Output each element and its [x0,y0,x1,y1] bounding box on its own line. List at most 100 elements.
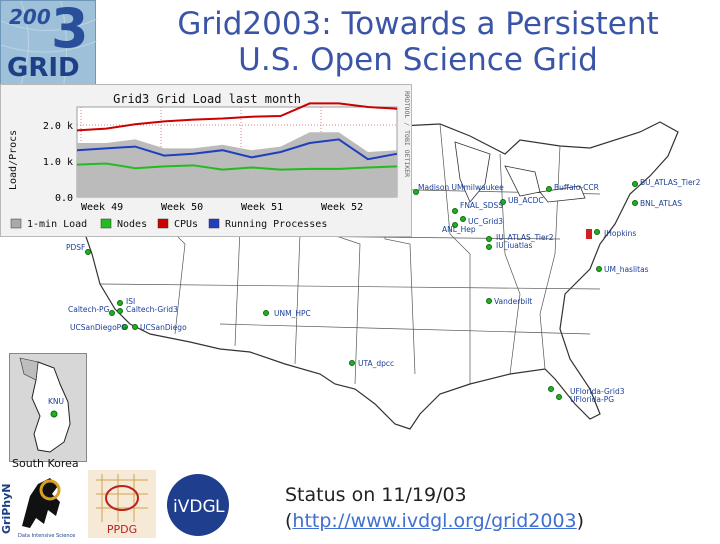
x-tick-labels: Week 49 Week 50 Week 51 Week 52 [81,202,363,213]
x-tick-label: Week 51 [241,202,283,213]
chart-ylabel: Load/Procs [8,130,19,190]
south-korea-caption: South Korea [12,457,79,470]
legend-label-nodes: Nodes [117,219,147,230]
site-dot[interactable] [132,324,138,330]
site-label: UCSanDiego [140,323,187,332]
griphyn-text: GriPhyN [0,484,13,535]
status-block: Status on 11/19/03 (http://www.ivdgl.org… [285,482,584,534]
paren-close: ) [576,510,585,532]
site-label: UTA_dpcc [358,359,395,368]
ivdgl-graphic: iVDG L [167,474,229,536]
site-label: UC_Grid3 [468,217,503,226]
site-dot[interactable] [486,236,492,242]
legend-swatch-nodes [100,218,112,229]
site-label: UFlorida-PG [570,395,615,404]
griphyn-logo: GriPhyN Data Intensive Science [0,466,78,540]
south-korea-inset: KNU [9,353,87,462]
site-label: UNM_HPC [274,309,311,318]
grid-load-chart: Grid3 Grid Load last month Load/Procs RR… [0,84,412,237]
site-dot[interactable] [85,249,91,255]
title-line-2: U.S. Open Science Grid [238,42,598,78]
y-tick-label: 2.0 k [43,121,73,132]
site-label-knu: KNU [48,397,65,406]
chart-title: Grid3 Grid Load last month [113,92,301,106]
legend-label-1min: 1-min Load [27,219,87,230]
title-line-1: Grid2003: Towards a Persistent [177,6,659,42]
site-dot[interactable] [632,200,638,206]
legend-label-cpus: CPUs [174,219,198,230]
site-dot[interactable] [632,181,638,187]
logo-3-text: 3 [51,0,89,60]
legend-swatch-cpus [157,218,169,229]
site-dot[interactable] [556,394,562,400]
site-label: ISI [126,297,136,306]
site-dot[interactable] [117,308,123,314]
site-dot[interactable] [548,386,554,392]
series-lines [76,102,398,197]
x-tick-label: Week 49 [81,202,123,213]
ppdg-text: PPDG [107,523,137,536]
ivdgl-logo: iVDG L [165,472,231,538]
legend-swatch-1min [10,218,22,229]
site-label: IU_iuatlas [496,241,533,250]
series-nodes [76,162,398,171]
site-label: Caltech-Grid3 [126,305,178,314]
site-dot[interactable] [263,310,269,316]
grid2003-logo: 200 3 GRID [0,0,97,89]
ppdg-graphic: PPDG [96,474,148,536]
site-dot[interactable] [460,216,466,222]
site-label: UB_ACDC [508,196,544,205]
site-label: BU_ATLAS_Tier2 [640,178,701,187]
chart-legend: 1-min Load Nodes CPUs Running Processes [10,218,327,230]
site-dot[interactable] [500,199,506,205]
series-running-processes [76,138,398,161]
korea-map [19,357,71,453]
site-dot[interactable] [117,300,123,306]
great-lakes [454,141,586,203]
jhopkins-marker [586,229,592,239]
site-dot[interactable] [452,208,458,214]
knu-site-dot [50,410,58,418]
site-label: PDSF [66,243,86,252]
legend-swatch-procs [208,218,220,229]
ivdgl-text-b: L [215,497,225,517]
site-label: FNAL_SDSS [460,201,504,210]
site-dot[interactable] [486,298,492,304]
site-label: UM_haslitas [604,265,649,274]
logo-200-text: 200 [9,5,51,29]
site-dot[interactable] [452,222,458,228]
grid2003-link[interactable]: http://www.ivdgl.org/grid2003 [292,510,577,532]
x-tick-label: Week 50 [161,202,203,213]
griphyn-graphic: GriPhyN Data Intensive Science [0,478,75,539]
site-dot[interactable] [122,324,128,330]
status-link-line: (http://www.ivdgl.org/grid2003) [285,508,584,534]
chart-svg: Grid3 Grid Load last month Load/Procs RR… [8,91,411,230]
series-cpus [76,102,398,132]
site-label: UFlorida-Grid3 [570,387,625,396]
site-dot[interactable] [594,229,600,235]
site-dot[interactable] [413,189,419,195]
site-dot[interactable] [546,186,552,192]
chart-side-text: RRDTOOL / TOBI OETIKER [403,91,411,177]
site-label: UCSanDiegoPG [70,323,127,332]
griphyn-sub-text: Data Intensive Science [18,533,75,539]
site-dot[interactable] [349,360,355,366]
site-label: ANL_Hep [442,225,476,234]
site-dot[interactable] [109,310,115,316]
paren-open: ( [285,510,293,532]
site-label: IU_ATLAS_Tier2 [496,233,554,242]
site-label: Vanderbilt [494,297,533,306]
logo-grid-lines [1,1,97,89]
x-tick-label: Week 52 [321,202,363,213]
logo-grid-text: GRID [7,53,80,83]
site-dot[interactable] [486,244,492,250]
y-tick-label: 1.0 k [43,157,73,168]
legend-label-procs: Running Processes [225,219,327,230]
ppdg-logo: PPDG [88,470,156,538]
status-line: Status on 11/19/03 [285,484,467,506]
site-dot[interactable] [596,266,602,272]
site-label: Buffalo-CCR [554,183,599,192]
y-tick-labels: 0.0 1.0 k 2.0 k [43,121,73,204]
slide-title: Grid2003: Towards a Persistent U.S. Open… [118,6,718,78]
y-tick-label: 0.0 [55,193,73,204]
